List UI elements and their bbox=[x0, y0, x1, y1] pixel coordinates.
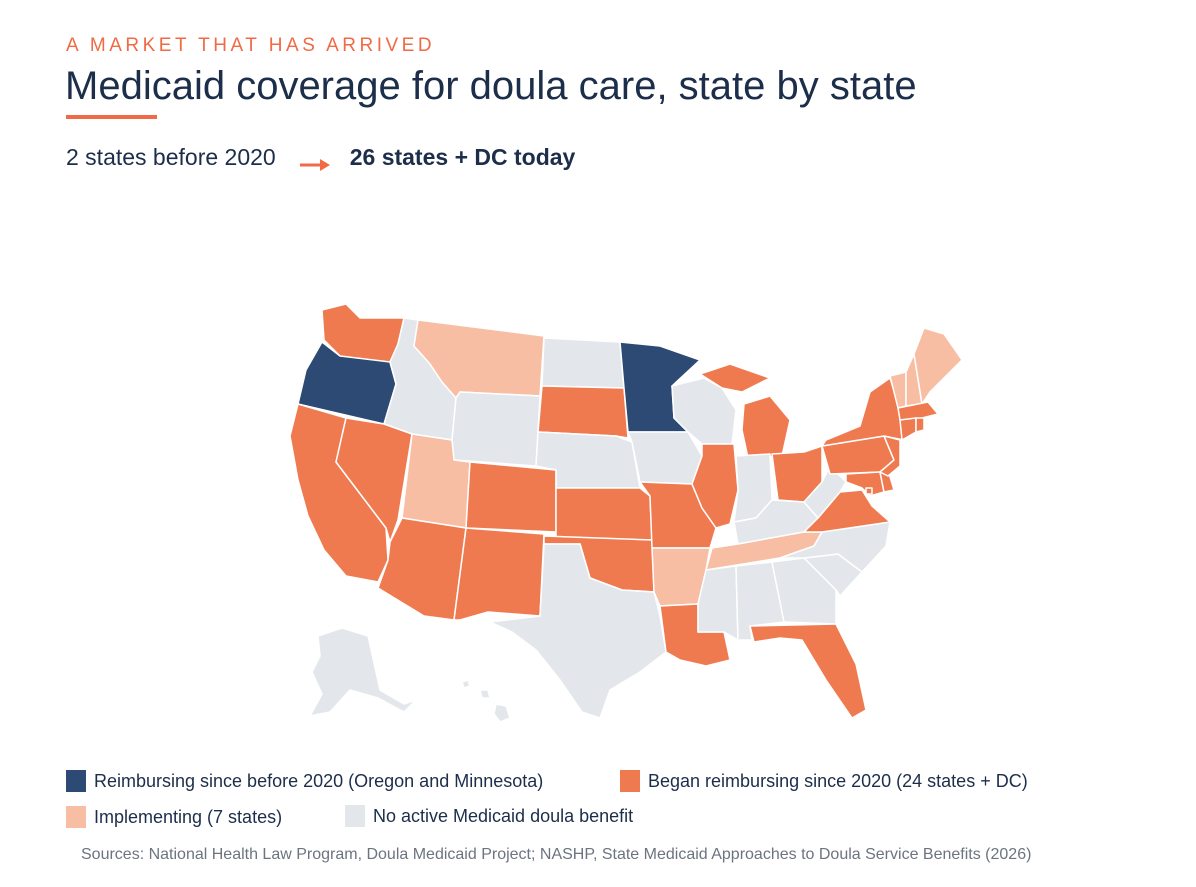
state-alaska bbox=[309, 627, 417, 717]
legend-reimbursing-before: Reimbursing since before 2020 (Oregon an… bbox=[66, 770, 543, 792]
legend-swatch-peach bbox=[66, 806, 86, 828]
state-texas bbox=[489, 543, 667, 719]
state-district-of-columbia bbox=[865, 487, 873, 495]
state-north-dakota bbox=[541, 337, 625, 389]
state-wyoming bbox=[451, 391, 541, 467]
legend-implementing: Implementing (7 states) bbox=[66, 806, 282, 828]
legend-swatch-orange bbox=[620, 770, 640, 792]
state-south-dakota bbox=[537, 385, 629, 439]
title-underline bbox=[66, 115, 157, 119]
legend-no-benefit: No active Medicaid doula benefit bbox=[345, 805, 633, 827]
legend-swatch-gray bbox=[345, 805, 365, 827]
legend-swatch-navy bbox=[66, 770, 86, 792]
state-nevada bbox=[335, 417, 413, 543]
state-new-jersey bbox=[879, 435, 901, 477]
state-iowa bbox=[627, 431, 703, 485]
state-mississippi bbox=[697, 565, 739, 641]
page-title: Medicaid coverage for doula care, state … bbox=[65, 64, 917, 108]
legend-label: Began reimbursing since 2020 (24 states … bbox=[648, 770, 1028, 791]
sources-note: Sources: National Health Law Program, Do… bbox=[81, 846, 1032, 863]
state-rhode-island bbox=[915, 417, 925, 433]
legend-label: Implementing (7 states) bbox=[94, 806, 283, 827]
state-maine bbox=[913, 327, 963, 405]
state-illinois bbox=[691, 443, 739, 529]
state-hawaii bbox=[461, 679, 511, 723]
subtitle-before: 2 states before 2020 bbox=[66, 144, 276, 170]
state-massachusetts bbox=[897, 401, 939, 421]
state-kansas bbox=[555, 487, 653, 541]
state-north-carolina bbox=[779, 521, 891, 573]
state-connecticut bbox=[899, 417, 917, 441]
state-new-mexico bbox=[453, 527, 545, 621]
arrow-right-icon bbox=[299, 151, 332, 171]
state-florida bbox=[749, 623, 867, 719]
state-colorado bbox=[465, 461, 557, 533]
eyebrow-label: A MARKET THAT HAS ARRIVED bbox=[66, 35, 436, 56]
subtitle: 2 states before 2020 26 states + DC toda… bbox=[66, 144, 575, 171]
state-new-york bbox=[821, 377, 905, 447]
legend-began-since: Began reimbursing since 2020 (24 states … bbox=[620, 770, 1028, 792]
legend-label: No active Medicaid doula benefit bbox=[373, 805, 634, 826]
subtitle-after: 26 states + DC today bbox=[349, 144, 576, 170]
legend-label: Reimbursing since before 2020 (Oregon an… bbox=[94, 770, 544, 791]
